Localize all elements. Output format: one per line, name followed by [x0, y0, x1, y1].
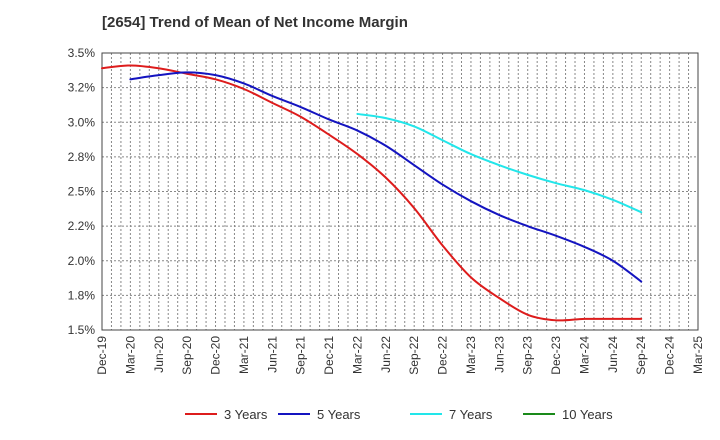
y-tick-label: 3.5% — [68, 46, 96, 60]
plot-frame — [101, 52, 699, 331]
legend: 3 Years 5 Years 7 Years 10 Years — [185, 407, 613, 422]
x-tick-label: Dec-24 — [663, 336, 677, 375]
x-tick-label: Dec-23 — [549, 336, 563, 375]
x-axis-labels: Dec-19 Mar-20 Jun-20 Sep-20 Dec-20 Mar-21 Jun-… — [95, 336, 705, 375]
x-tick-label: Mar-23 — [464, 336, 478, 374]
legend-label-3-years: 3 Years — [224, 407, 268, 422]
x-tick-label: Mar-22 — [350, 336, 364, 374]
x-tick-label: Dec-21 — [322, 336, 336, 375]
x-tick-label: Mar-21 — [237, 336, 251, 374]
x-tick-label: Jun-22 — [379, 336, 393, 373]
y-tick-label: 2.5% — [68, 185, 96, 199]
x-tick-label: Jun-21 — [265, 336, 279, 373]
series-line-5-years — [129, 71, 643, 283]
x-tick-label: Jun-23 — [492, 336, 506, 373]
y-tick-label: 2.0% — [68, 254, 96, 268]
y-tick-label: 2.8% — [68, 150, 96, 164]
x-tick-label: Mar-25 — [691, 336, 705, 374]
y-tick-label: 3.0% — [68, 115, 96, 129]
y-tick-label: 2.2% — [68, 219, 96, 233]
x-tick-label: Jun-20 — [152, 336, 166, 373]
x-tick-label: Mar-20 — [123, 336, 137, 374]
y-axis-labels: 1.5% 1.8% 2.0% 2.2% 2.5% 2.8% 3.0% 3.2% 3.5% — [68, 46, 96, 337]
series-line-3-years — [101, 64, 643, 322]
y-tick-label: 3.2% — [68, 81, 96, 95]
y-tick-label: 1.5% — [68, 323, 96, 337]
x-tick-label: Dec-22 — [436, 336, 450, 375]
legend-label-10-years: 10 Years — [562, 407, 613, 422]
x-tick-label: Sep-23 — [521, 336, 535, 375]
series-line-7-years — [356, 112, 643, 214]
x-tick-label: Dec-20 — [209, 336, 223, 375]
x-tick-label: Mar-24 — [577, 336, 591, 374]
legend-label-5-years: 5 Years — [317, 407, 361, 422]
series-lines — [101, 64, 643, 322]
y-tick-label: 1.8% — [68, 288, 96, 302]
x-tick-label: Dec-19 — [95, 336, 109, 375]
chart-title: [2654] Trend of Mean of Net Income Margi… — [102, 14, 408, 31]
x-tick-label: Sep-24 — [634, 336, 648, 375]
x-tick-label: Sep-20 — [180, 336, 194, 375]
legend-label-7-years: 7 Years — [449, 407, 493, 422]
x-tick-label: Sep-22 — [407, 336, 421, 375]
x-tick-label: Jun-24 — [606, 336, 620, 373]
x-tick-label: Sep-21 — [294, 336, 308, 375]
